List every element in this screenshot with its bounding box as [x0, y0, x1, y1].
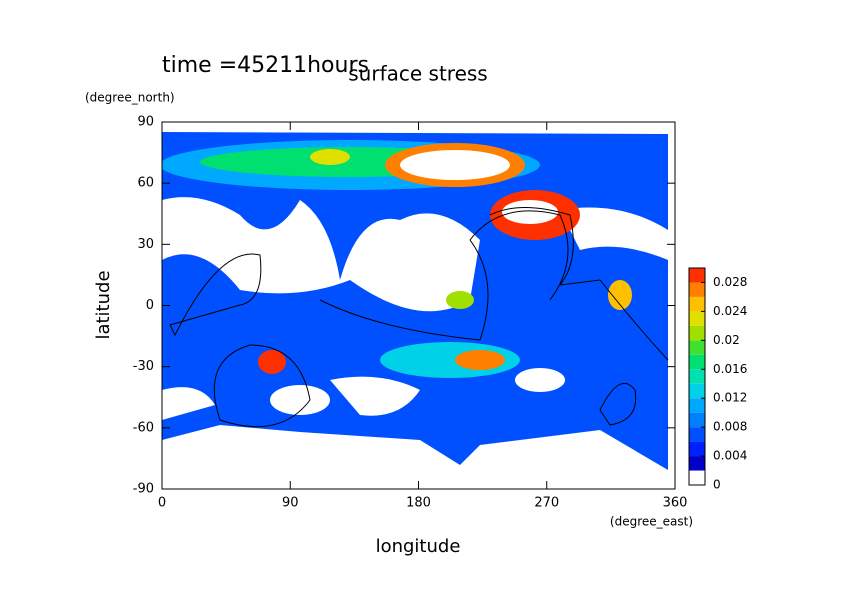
y-tick-label: 60: [137, 176, 154, 191]
x-tick-label: 90: [282, 496, 299, 511]
colorbar-tick-label: 0: [713, 478, 721, 492]
y-tick-label: -30: [133, 359, 154, 374]
colorbar-bin: [689, 441, 705, 457]
y-axis-label: latitude: [93, 270, 114, 339]
contour-field: [162, 132, 669, 470]
colorbar-tick-label: 0.008: [713, 420, 747, 434]
y-tick-label: 30: [137, 237, 154, 252]
colorbar-bin: [689, 268, 705, 283]
chart-title: surface stress: [348, 62, 487, 86]
x-axis-label: longitude: [376, 536, 461, 557]
y-tick-label: 0: [146, 298, 154, 313]
colorbar-bin: [689, 325, 705, 341]
colorbar-bin: [689, 470, 705, 485]
colorbar-tick-label: 0.016: [713, 362, 747, 376]
colorbar-bin: [689, 311, 705, 326]
colorbar-tick-label: 0.024: [713, 304, 747, 318]
subtitle: time =45211hours: [162, 53, 369, 78]
colorbar-bin: [689, 427, 705, 442]
colorbar-bin: [689, 456, 705, 471]
colorbar-tick-label: 0.004: [713, 449, 747, 463]
colorbar-bin: [689, 340, 705, 355]
colorbar-bin: [689, 412, 705, 428]
colorbar-bin: [689, 369, 705, 384]
x-tick-label: 360: [663, 496, 688, 511]
colorbar-bin: [689, 354, 705, 370]
colorbar-bin: [689, 282, 705, 297]
y-tick-label: -90: [133, 482, 154, 497]
x-tick-label: 0: [158, 496, 166, 511]
colorbar-frame: [688, 267, 706, 486]
x-tick-label: 270: [534, 496, 559, 511]
x-unit: (degree_east): [610, 515, 693, 529]
colorbar-tick-label: 0.012: [713, 391, 747, 405]
colorbar-bin: [689, 296, 705, 312]
y-unit: (degree_north): [85, 91, 175, 105]
colorbar-tick-label: 0.028: [713, 275, 747, 289]
colorbar-bin: [689, 383, 705, 399]
colorbar-bin: [689, 398, 705, 413]
colorbar-tick-label: 0.02: [713, 333, 740, 347]
x-tick-label: 180: [406, 496, 431, 511]
y-tick-label: -60: [133, 420, 154, 435]
y-tick-label: 90: [137, 115, 154, 130]
